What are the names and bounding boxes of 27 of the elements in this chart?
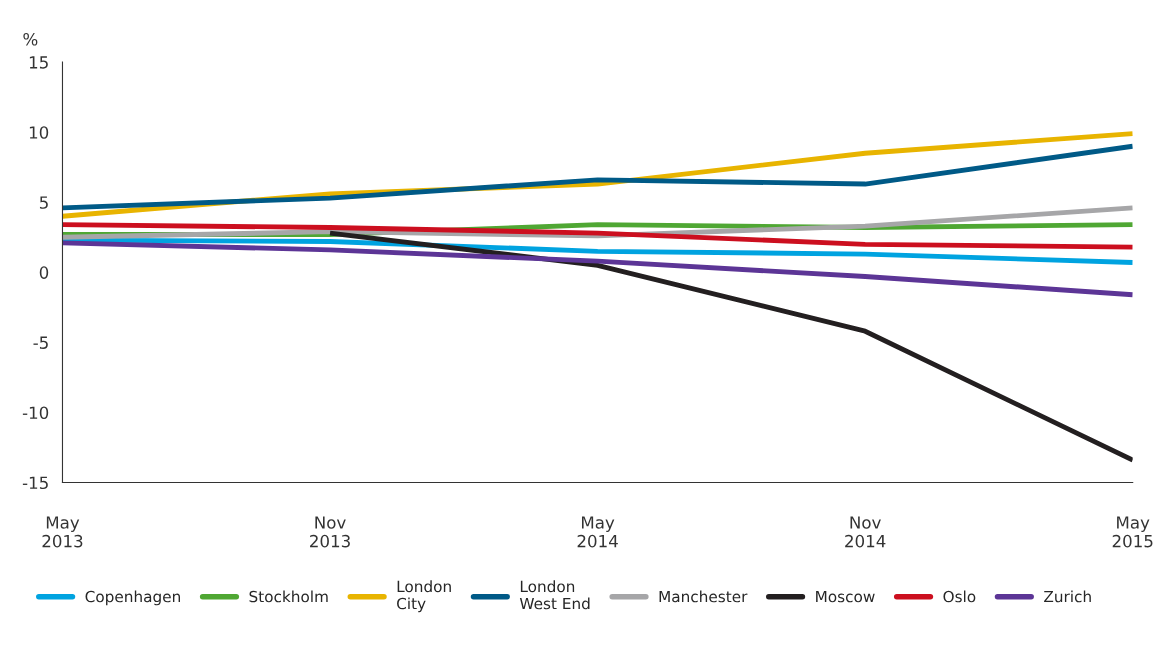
line-series (62, 205, 1133, 240)
line-series (62, 222, 1133, 250)
legend-label: Manchester (659, 590, 748, 603)
legend-label: London City (397, 580, 451, 613)
legend-label: London West End (519, 580, 590, 610)
y-tick-label: -10 (22, 406, 49, 420)
line-series (62, 237, 1133, 265)
y-tick-label: -15 (22, 476, 48, 490)
y-tick-label: 0 (39, 266, 49, 279)
y-tick-label: -5 (33, 336, 48, 349)
x-tick-label: May 2013 (42, 516, 83, 548)
legend-label: Copenhagen (85, 590, 180, 606)
legend-label: Moscow (816, 590, 875, 603)
y-tick-label: 10 (29, 126, 49, 139)
line-series (327, 230, 1133, 463)
y-tick-label: 15 (29, 56, 48, 69)
x-tick-label: May 2014 (577, 516, 618, 548)
legend-label: Stockholm (249, 590, 328, 603)
y-tick-label: 5 (39, 196, 48, 209)
x-tick-label: Nov 2013 (310, 516, 350, 548)
x-tick-label: Nov 2014 (845, 516, 886, 548)
legend-label: Oslo (943, 590, 976, 603)
y-axis-title: % (23, 32, 38, 46)
x-tick-label: May 2015 (1112, 516, 1153, 548)
line-series (62, 143, 1133, 211)
line-series (62, 240, 1133, 298)
legend-label: Zurich (1044, 590, 1091, 603)
